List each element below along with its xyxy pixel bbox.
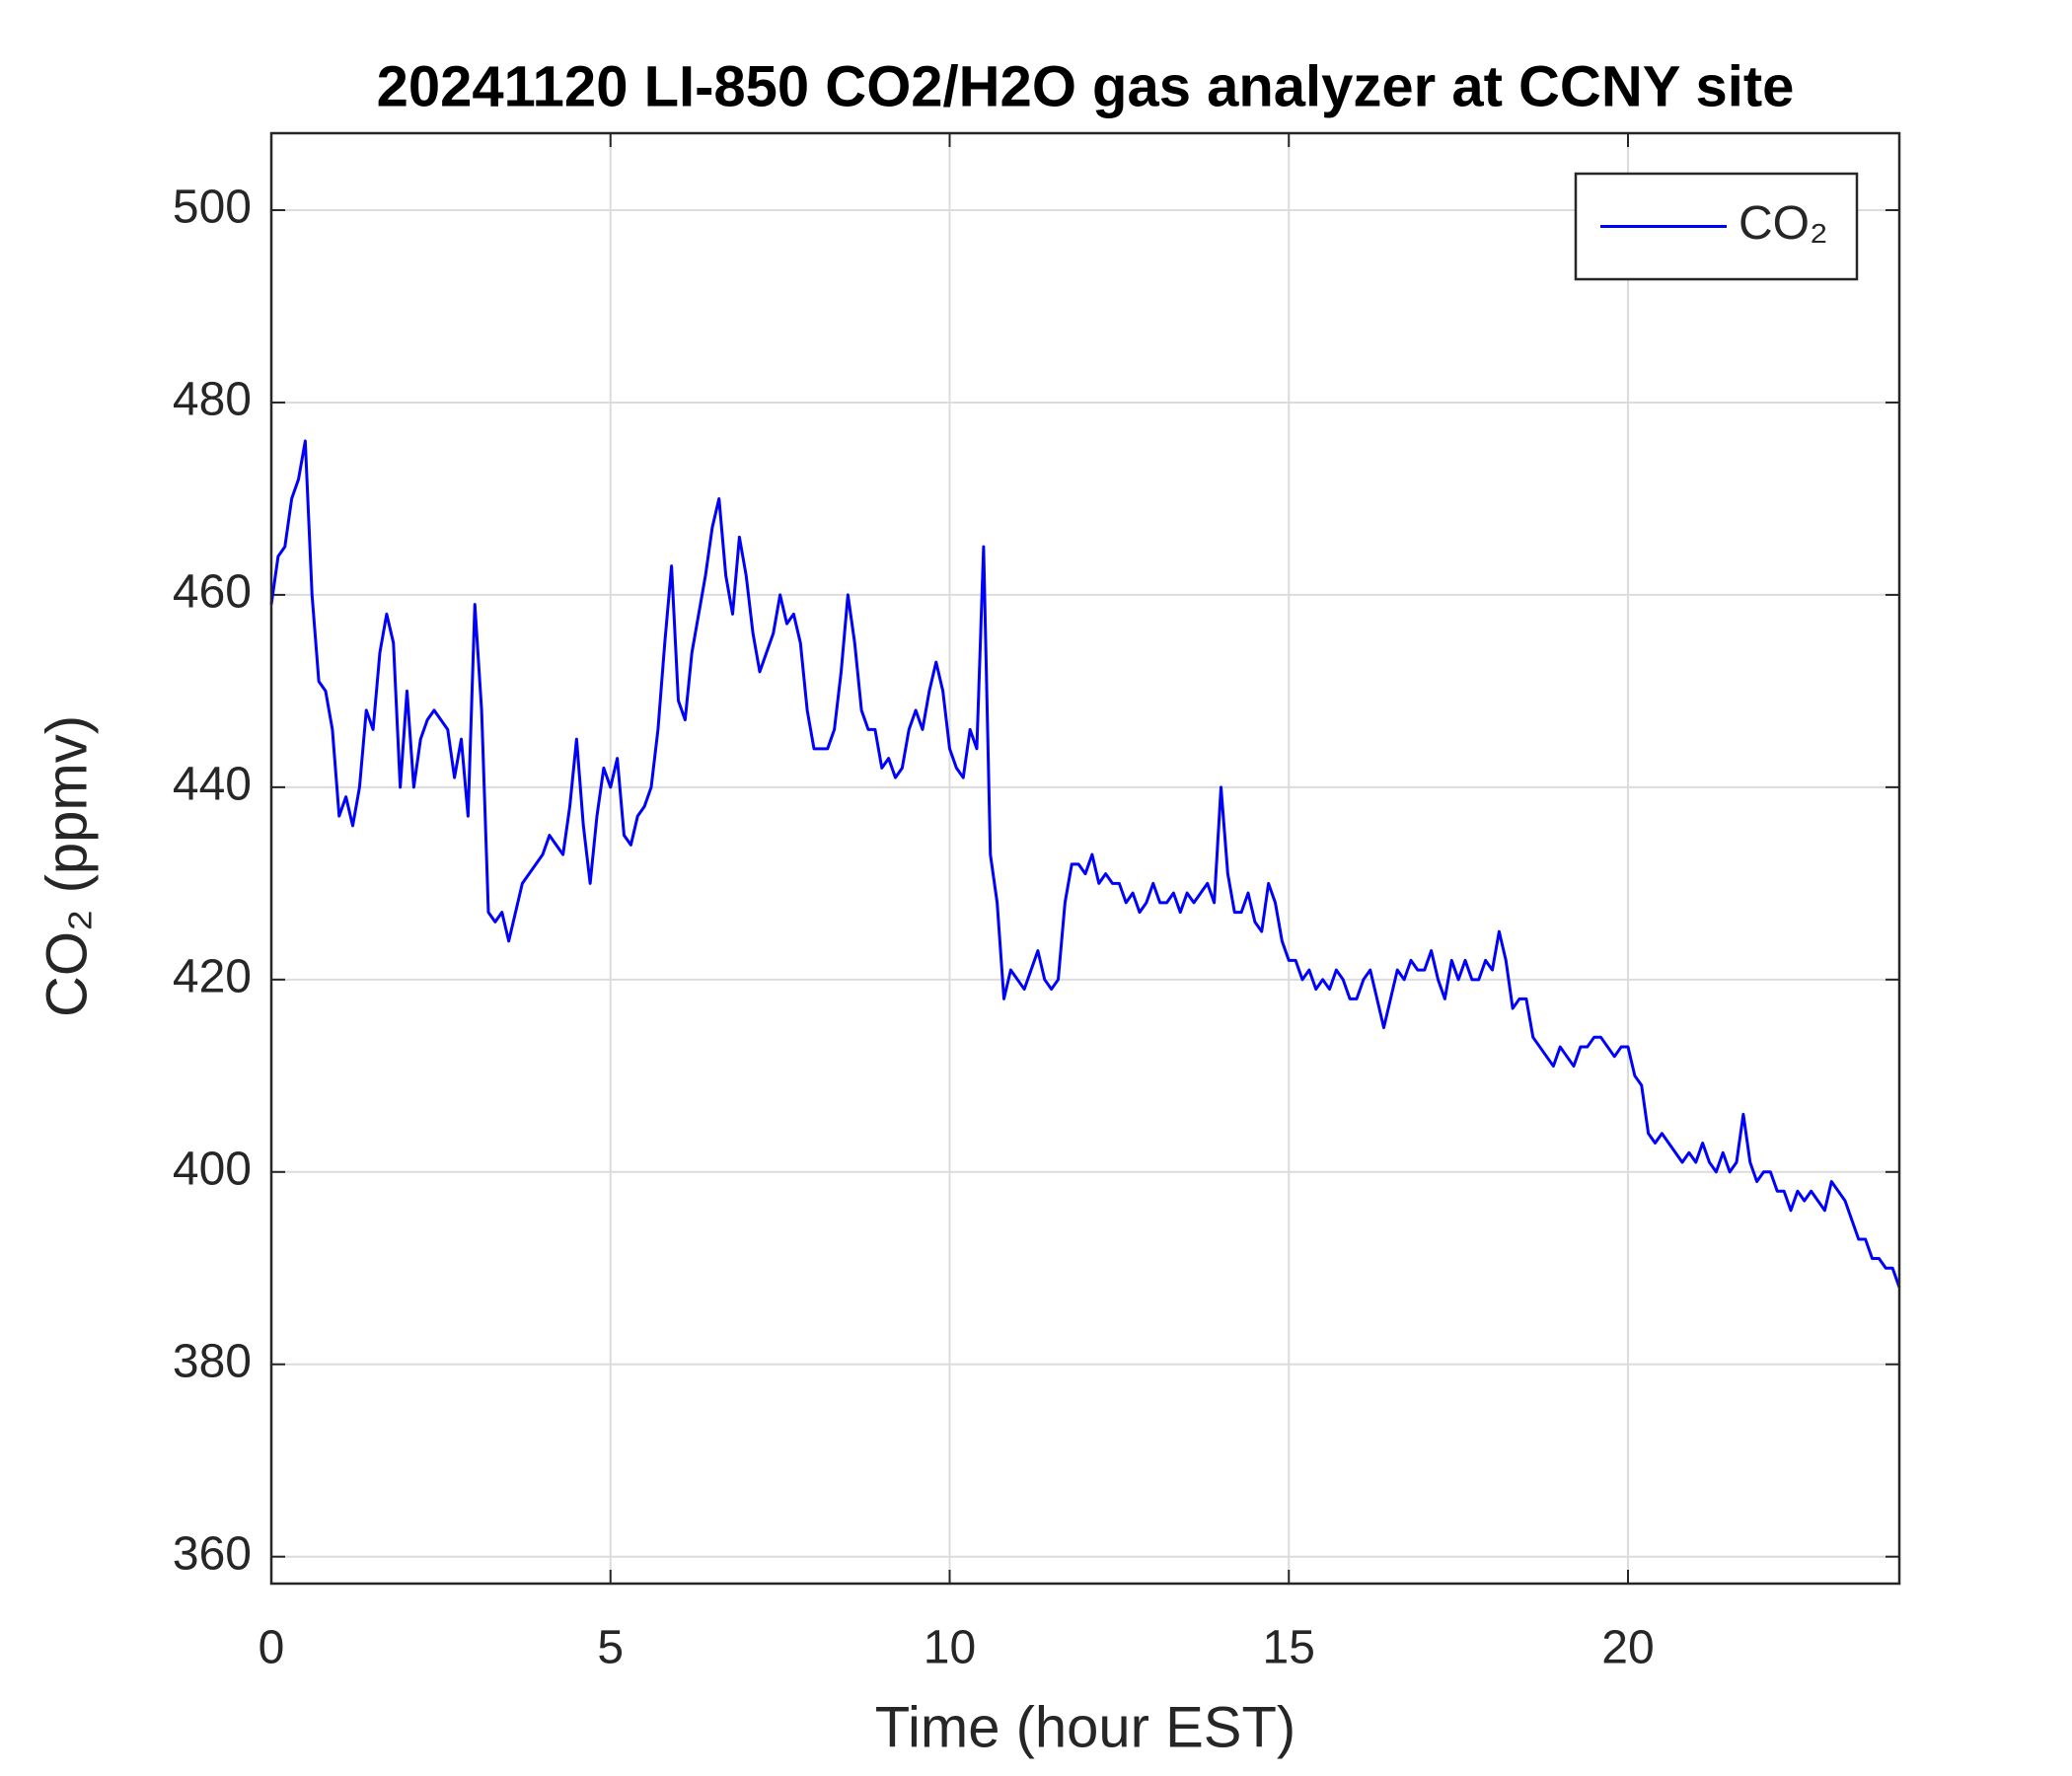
x-axis-label: Time (hour EST) (875, 1695, 1295, 1759)
x-tick-label: 0 (259, 1622, 285, 1674)
plot-frame (269, 131, 1901, 1586)
x-tick-label: 20 (1601, 1622, 1654, 1674)
y-tick-label: 460 (173, 566, 252, 619)
x-tick-label: 10 (924, 1622, 976, 1674)
y-tick-label: 440 (173, 759, 252, 811)
y-tick-label: 420 (173, 950, 252, 1002)
y-tick-label: 380 (173, 1335, 252, 1387)
data-line (269, 439, 1901, 1289)
x-tick-label: 15 (1263, 1622, 1315, 1674)
chart-title: 20241120 LI-850 CO2/H2O gas analyzer at … (377, 54, 1795, 118)
y-tick-label: 500 (173, 182, 252, 234)
y-tick-label: 480 (173, 374, 252, 426)
y-tick-label: 360 (173, 1527, 252, 1580)
legend-label: CO₂ (1739, 197, 1828, 250)
x-tick-label: 5 (597, 1622, 624, 1674)
y-tick-label: 400 (173, 1143, 252, 1195)
y-axis-label: CO₂ (ppmv) (35, 715, 99, 1017)
